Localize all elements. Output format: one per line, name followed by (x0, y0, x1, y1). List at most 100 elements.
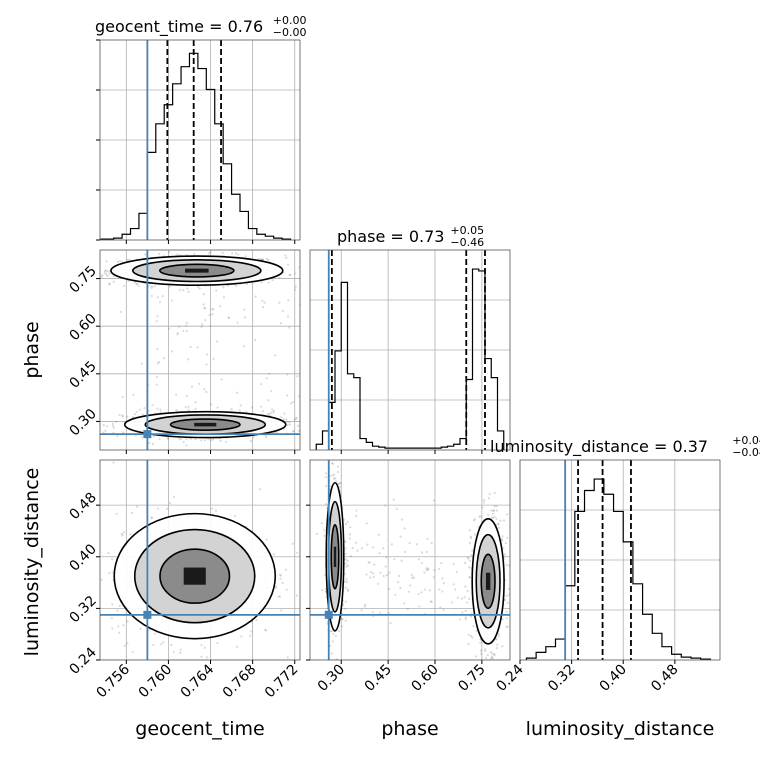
sample-point (471, 549, 474, 552)
sample-point (220, 378, 223, 381)
sample-point (478, 515, 481, 518)
sample-point (472, 519, 476, 522)
sample-point (423, 588, 427, 591)
sample-point (253, 338, 257, 342)
sample-point (389, 621, 392, 624)
sample-point (243, 308, 246, 311)
sample-point (280, 609, 283, 612)
sample-point (108, 282, 111, 285)
sample-point (412, 576, 416, 579)
sample-point (196, 346, 199, 349)
sample-point (393, 558, 396, 561)
sample-point (363, 605, 366, 608)
sample-point (338, 481, 341, 485)
sample-point (166, 507, 169, 510)
sample-point (239, 404, 242, 407)
sample-point (491, 652, 494, 655)
sample-point (157, 252, 161, 256)
sample-point (128, 258, 131, 261)
sample-point (493, 504, 496, 508)
sample-point (111, 558, 114, 561)
sample-point (486, 654, 489, 657)
contour-level-1 (110, 255, 284, 287)
sample-point (430, 600, 433, 604)
sample-point (258, 488, 261, 491)
sample-point (295, 416, 298, 420)
sample-point (344, 607, 347, 611)
sample-point (497, 633, 501, 636)
sample-point (243, 316, 247, 319)
sample-point (111, 571, 114, 574)
sample-point (110, 617, 113, 620)
sample-point (427, 567, 430, 570)
sample-point (106, 270, 109, 273)
sample-point (104, 269, 107, 272)
sample-point (237, 253, 240, 256)
sample-point (200, 325, 203, 328)
sample-point (159, 408, 162, 411)
sample-point (420, 551, 424, 554)
sample-point (452, 563, 455, 566)
sample-point (108, 572, 111, 575)
sample-point (485, 656, 488, 660)
sample-point (390, 543, 393, 546)
sample-point (235, 391, 239, 394)
sample-point (392, 498, 395, 501)
sample-point (492, 653, 496, 656)
sample-point (127, 279, 130, 283)
sample-point (105, 260, 108, 263)
title-name: geocent_time (95, 17, 204, 37)
sample-point (219, 439, 222, 443)
sample-point (381, 547, 385, 550)
sample-point (329, 630, 332, 633)
sample-point (106, 425, 109, 428)
sample-point (507, 587, 510, 591)
sample-point (344, 586, 347, 589)
sample-point (360, 547, 364, 550)
sample-point (379, 571, 382, 575)
sample-point (494, 638, 498, 641)
sample-point (418, 605, 421, 608)
sample-point (264, 628, 267, 631)
sample-point (349, 555, 353, 558)
sample-point (126, 620, 129, 623)
sample-point (108, 272, 111, 275)
sample-point (162, 356, 166, 360)
sample-point (331, 474, 334, 477)
sample-point (506, 601, 509, 605)
sample-point (268, 413, 271, 416)
sample-point (169, 285, 172, 288)
sample-point (360, 609, 363, 612)
sample-point (203, 439, 206, 442)
title-lower: −0.00 (273, 26, 307, 39)
sample-point (162, 641, 165, 644)
sample-point (158, 300, 162, 304)
contour-level-1 (471, 517, 505, 645)
sample-point (187, 408, 190, 412)
sample-point (150, 285, 154, 288)
sample-point (346, 588, 349, 591)
density-peak (183, 567, 206, 585)
sample-point (296, 551, 299, 554)
sample-point (151, 442, 155, 446)
sample-point (487, 497, 491, 500)
sample-point (118, 604, 121, 607)
sample-point (397, 574, 401, 577)
sample-point (355, 509, 358, 512)
sample-point (388, 587, 391, 590)
sample-point (387, 612, 390, 615)
sample-point (403, 550, 407, 553)
sample-point (369, 570, 372, 574)
sample-point (227, 316, 230, 320)
sample-point (121, 415, 124, 418)
sample-point (209, 324, 212, 327)
title-upper: +0.04 (732, 434, 760, 447)
sample-point (240, 635, 243, 638)
sample-point (438, 588, 441, 591)
sample-point (479, 649, 483, 652)
sample-point (197, 382, 201, 385)
sample-point (488, 492, 491, 496)
sample-point (399, 535, 402, 538)
sample-point (291, 400, 294, 404)
